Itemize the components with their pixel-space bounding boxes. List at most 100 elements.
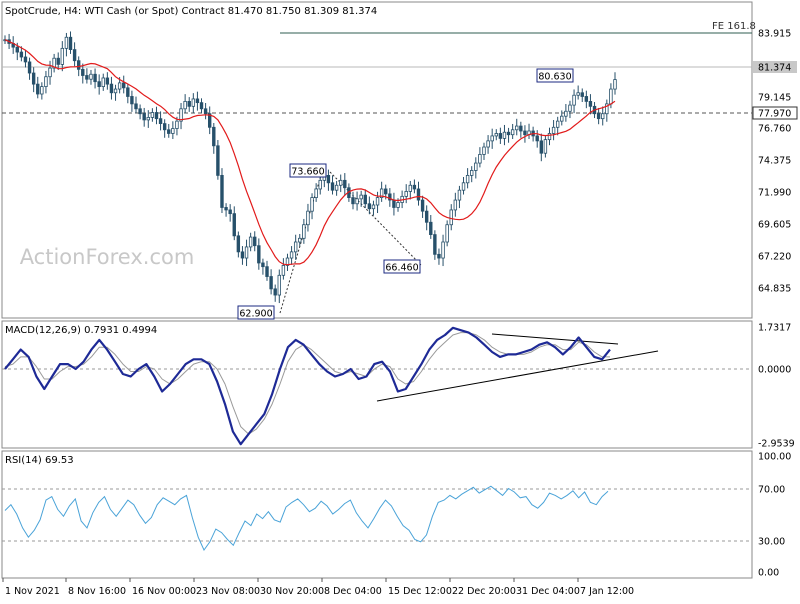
price-tag-box — [753, 61, 797, 73]
candle — [596, 107, 601, 125]
x-tick-label: 31 Dec 04:00 — [516, 586, 580, 597]
candle — [527, 123, 531, 140]
candle — [539, 133, 544, 162]
price-annotation-label: 73.660 — [291, 167, 324, 178]
macd-tick-label: 0.0000 — [758, 365, 791, 376]
candle — [339, 174, 343, 193]
candle — [109, 76, 114, 100]
candle — [207, 106, 212, 135]
price-annotation: 66.460 — [383, 259, 421, 274]
candle — [167, 123, 171, 138]
candle — [285, 253, 290, 271]
candle — [240, 246, 245, 265]
candle — [150, 108, 155, 122]
candle — [171, 121, 175, 140]
rsi-tick-label: 30.00 — [758, 537, 785, 548]
rsi-layer — [4, 485, 609, 551]
candle — [298, 233, 302, 247]
macd-panel-frame — [1, 320, 753, 449]
candle — [23, 49, 28, 68]
candle — [457, 185, 462, 209]
candle — [154, 106, 159, 125]
candle — [494, 129, 498, 141]
candle — [515, 118, 519, 136]
wave-connector-1 — [279, 171, 323, 314]
candle — [105, 72, 110, 90]
candle — [465, 168, 470, 189]
candle — [506, 127, 511, 143]
candle — [195, 91, 200, 111]
candle — [101, 73, 105, 91]
candle — [388, 188, 392, 207]
candle — [146, 110, 150, 128]
price-tick-label: 74.375 — [758, 156, 791, 167]
candle — [179, 103, 183, 130]
candle — [568, 100, 572, 119]
candle — [52, 53, 56, 73]
price-tick-label: 71.990 — [758, 188, 791, 199]
candle — [130, 90, 134, 112]
candle — [367, 196, 372, 215]
price-annotation: 73.660 — [289, 163, 327, 178]
macd-layer — [4, 326, 611, 446]
candle — [560, 110, 564, 126]
candle — [392, 192, 396, 216]
candle — [408, 180, 413, 200]
candle — [248, 232, 253, 252]
price-annotation-label: 62.900 — [239, 309, 272, 320]
price-annotation-label: 80.630 — [538, 72, 571, 83]
candle — [72, 42, 77, 67]
candle — [269, 269, 273, 295]
candle — [48, 60, 52, 85]
candle — [122, 75, 126, 94]
macd-lower-trendline — [376, 350, 659, 402]
candle — [371, 200, 376, 216]
macd-tick-label: -2.9539 — [758, 439, 795, 450]
rsi-tick-label: 70.00 — [758, 485, 785, 496]
candle — [85, 68, 89, 84]
candle — [580, 88, 584, 103]
moving-average-line — [4, 39, 616, 266]
candle — [601, 106, 605, 126]
candle — [36, 76, 40, 99]
candle — [363, 189, 367, 209]
candle — [224, 203, 228, 217]
x-tick-label: 7 Jan 12:00 — [580, 586, 634, 597]
x-tick-label: 8 Nov 16:00 — [68, 586, 126, 597]
candle — [326, 169, 331, 191]
price-tick-label: 79.145 — [758, 93, 791, 104]
candle — [187, 97, 191, 112]
candle — [216, 140, 220, 180]
macd-tick-label: 1.7317 — [758, 323, 791, 334]
candle — [138, 104, 142, 120]
candle — [81, 63, 85, 84]
candle — [375, 191, 380, 214]
candle — [416, 181, 421, 206]
candle — [314, 183, 318, 202]
candle — [19, 46, 24, 62]
chart-title: SpotCrude, H4: WTI Cash (or Spot) Contra… — [5, 6, 377, 17]
candle — [191, 93, 196, 114]
price-tick-label: 83.915 — [758, 29, 791, 40]
candle — [449, 204, 453, 231]
candle — [351, 191, 355, 210]
candle — [343, 173, 347, 196]
watermark: ActionForex.com — [20, 245, 195, 269]
candle — [281, 258, 286, 280]
candle — [478, 147, 482, 168]
candle — [212, 122, 216, 154]
rsi-tick-label: 0.00 — [758, 568, 779, 579]
candle — [236, 231, 241, 258]
candle — [445, 220, 449, 247]
price-tick-label: 76.760 — [758, 124, 791, 135]
price-tick-label: 64.835 — [758, 284, 791, 295]
candle — [306, 203, 310, 232]
rsi-title: RSI(14) 69.53 — [5, 455, 74, 466]
price-tick-label: 67.220 — [758, 252, 791, 263]
candle — [412, 179, 417, 194]
candle — [523, 125, 527, 143]
rsi-tick-label: 100.00 — [758, 452, 791, 463]
price-tag-box — [752, 106, 798, 120]
candle — [273, 284, 277, 302]
